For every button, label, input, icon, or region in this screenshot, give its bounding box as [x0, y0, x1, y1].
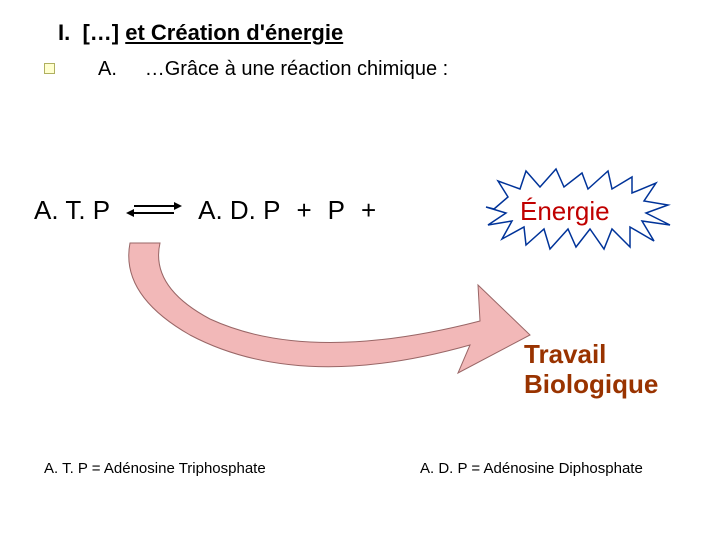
equation: A. T. P A. D. P + P +: [34, 195, 392, 226]
energie-label: Énergie: [520, 196, 610, 227]
travail-line1: Travail: [524, 340, 658, 370]
subheading: A. …Grâce à une réaction chimique :: [98, 58, 448, 81]
curved-arrow-icon: [120, 225, 540, 395]
equation-plus2: +: [361, 195, 376, 226]
equation-adp: A. D. P: [198, 195, 280, 226]
travail-line2: Biologique: [524, 370, 658, 400]
subheading-letter: A.: [98, 58, 117, 80]
heading-bracket: […]: [82, 20, 119, 46]
double-arrow-icon: [126, 195, 182, 226]
bullet-icon: [44, 63, 55, 74]
equation-atp: A. T. P: [34, 195, 110, 226]
heading-title: et Création d'énergie: [125, 20, 343, 46]
footnote-adp: A. D. P = Adénosine Diphosphate: [420, 460, 643, 477]
equation-p: P: [328, 195, 345, 226]
subheading-text: …Grâce à une réaction chimique :: [145, 58, 449, 80]
footnote-atp: A. T. P = Adénosine Triphosphate: [44, 460, 266, 477]
travail-biologique: Travail Biologique: [524, 340, 658, 400]
heading: I. […] et Création d'énergie: [58, 20, 343, 46]
heading-numeral: I.: [58, 20, 70, 46]
equation-plus1: +: [296, 195, 311, 226]
